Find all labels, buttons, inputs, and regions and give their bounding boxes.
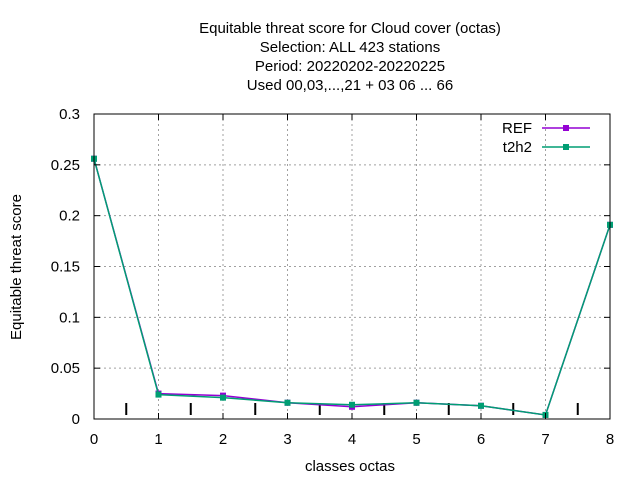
series-line-REF: [93, 158, 611, 416]
data-point: [478, 402, 484, 409]
legend: REF t2h2: [502, 120, 590, 156]
x-tick-label: 4: [348, 431, 356, 448]
x-tick-label: 5: [412, 431, 420, 448]
grid: [94, 114, 610, 419]
y-tick-label: 0.15: [51, 259, 80, 276]
x-tick-label: 1: [154, 431, 162, 448]
y-axis-label: Equitable threat score: [8, 194, 25, 340]
y-tick-label: 0.2: [59, 208, 80, 225]
legend-label: REF: [502, 120, 532, 137]
data-point: [155, 391, 162, 398]
x-tick-label: 6: [477, 431, 485, 448]
title-line: Used 00,03,...,21 + 03 06 ... 66: [247, 77, 453, 94]
data-point: [220, 394, 226, 401]
data-point: [413, 399, 420, 406]
title-line: Period: 20220202-20220225: [255, 58, 445, 75]
title-line: Selection: ALL 423 stations: [260, 39, 440, 56]
chart-title: Equitable threat score for Cloud cover (…: [199, 20, 501, 94]
x-axis-label: classes octas: [305, 458, 395, 475]
data-point: [284, 399, 291, 406]
y-tick-label: 0: [72, 411, 80, 428]
legend-label: t2h2: [503, 139, 532, 156]
series-line-t2h2: [93, 158, 611, 416]
data-point: [349, 401, 355, 408]
y-tick-label: 0.05: [51, 360, 80, 377]
x-tick-label: 2: [219, 431, 227, 448]
x-tick-label: 0: [90, 431, 98, 448]
y-tick-label: 0.25: [51, 157, 80, 174]
x-tick-label: 8: [606, 431, 614, 448]
x-axis-ticks: 0 1 2 3 4 5 6 7 8: [90, 114, 614, 448]
y-tick-label: 0.1: [59, 309, 80, 326]
y-tick-label: 0.3: [59, 106, 80, 123]
legend-marker: [563, 144, 569, 150]
x-tick-label: 3: [283, 431, 291, 448]
y-axis-ticks: 0 0.05 0.1 0.15 0.2 0.25 0.3: [51, 106, 610, 428]
legend-marker: [563, 125, 569, 131]
title-line: Equitable threat score for Cloud cover (…: [199, 20, 501, 37]
x-tick-label: 7: [541, 431, 549, 448]
